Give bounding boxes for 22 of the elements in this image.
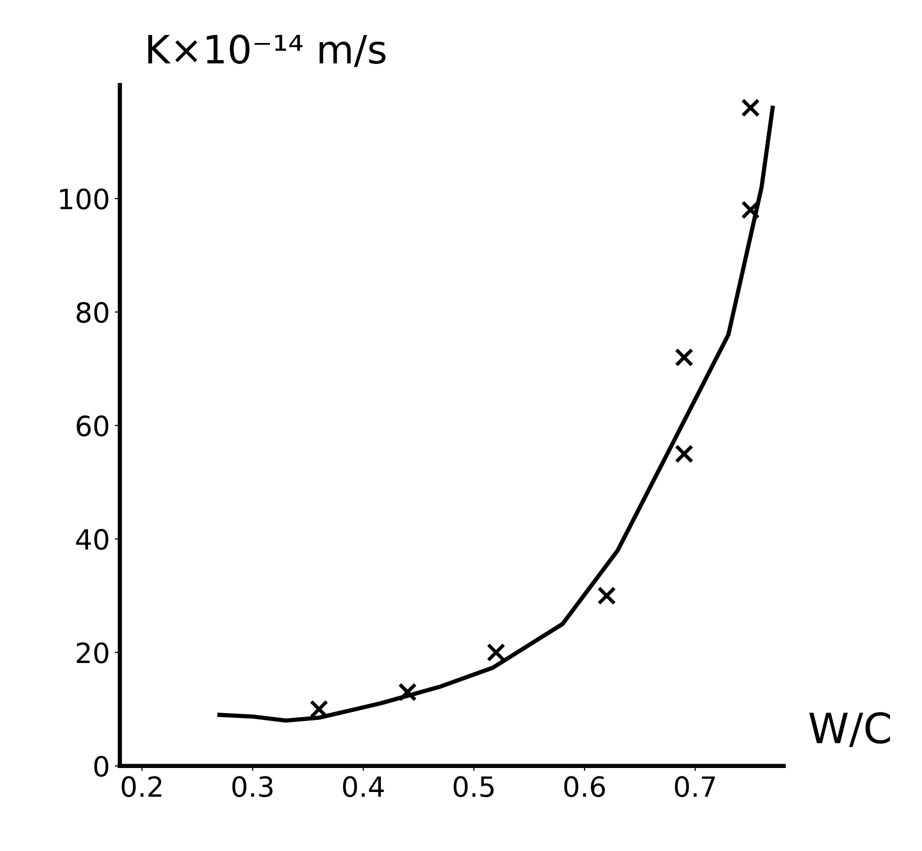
x-axis-title: W/C — [809, 712, 890, 747]
y-tick-label: 100 — [60, 188, 108, 210]
y-tick-label: 60 — [76, 415, 108, 436]
point — [741, 200, 760, 220]
y-tick-label: 20 — [76, 642, 108, 664]
point — [674, 348, 694, 367]
x-tick-label: 0.3 — [232, 776, 272, 798]
point — [674, 444, 694, 464]
x-tick-label: 0.4 — [343, 776, 384, 798]
x-tick-label: 0.2 — [122, 776, 162, 798]
point — [486, 643, 506, 662]
y-axis-title: K×10⁻¹⁴ m/s — [148, 34, 386, 68]
y-tick-label: 40 — [76, 528, 108, 550]
x-tick-label: 0.7 — [674, 776, 715, 798]
point — [398, 682, 417, 702]
y-tick-label: 80 — [76, 302, 108, 323]
line-series — [217, 106, 775, 723]
x-tick-label: 0.6 — [564, 776, 605, 798]
point — [597, 586, 616, 606]
point — [741, 98, 760, 118]
x-tick-label: 0.5 — [454, 776, 494, 798]
y-tick-label: 0 — [94, 756, 108, 777]
